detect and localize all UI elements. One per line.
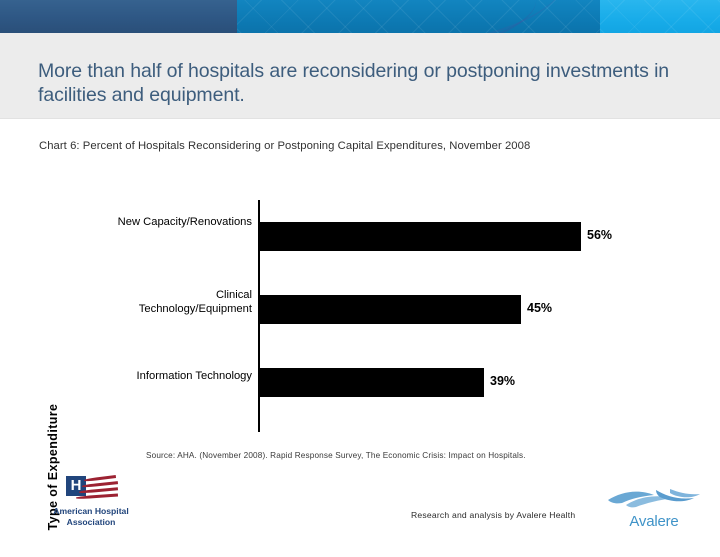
bar-segment [260, 222, 581, 251]
bar-chart: Type of Expenditure New Capacity/Renovat… [0, 190, 720, 530]
bar-value-label: 56% [587, 228, 613, 242]
aha-logo: H American Hospital Association [36, 475, 146, 527]
banner-band-light [600, 0, 720, 33]
avalere-wordmark: Avalere [629, 513, 679, 530]
headline-band: More than half of hospitals are reconsid… [0, 33, 720, 119]
chart-caption: Chart 6: Percent of Hospitals Reconsider… [39, 140, 531, 152]
aha-logo-line2: Association [66, 516, 116, 527]
bar-row: Clinical Technology/Equipment 45% [100, 289, 720, 325]
category-label: New Capacity/Renovations [117, 216, 252, 228]
bar-row: New Capacity/Renovations 56% [100, 216, 720, 252]
y-axis-line [258, 200, 260, 432]
banner-lattice-texture [237, 0, 600, 33]
aha-logo-line1: American Hospital [53, 506, 129, 516]
bar-value-label: 45% [527, 301, 553, 315]
source-note: Source: AHA. (November 2008). Rapid Resp… [146, 451, 526, 460]
category-label: Clinical Technology/Equipment [138, 289, 252, 315]
category-label: Information Technology [136, 370, 252, 382]
bar-segment [260, 295, 521, 324]
avalere-credit-text: Research and analysis by Avalere Health [411, 510, 576, 520]
avalere-logo: Avalere [603, 487, 705, 530]
avalere-bird-icon [608, 489, 700, 508]
aha-flag-icon: H [56, 475, 126, 504]
bar-value-label: 39% [490, 374, 516, 388]
top-banner [0, 0, 720, 33]
banner-lattice-texture-light [600, 0, 720, 33]
bar-row: Information Technology 39% [100, 368, 720, 398]
banner-band-mid [237, 0, 600, 33]
bar-segment [260, 368, 484, 397]
slide-headline: More than half of hospitals are reconsid… [38, 60, 670, 106]
y-axis-title: Type of Expenditure [46, 403, 60, 531]
banner-band-dark [0, 0, 237, 33]
